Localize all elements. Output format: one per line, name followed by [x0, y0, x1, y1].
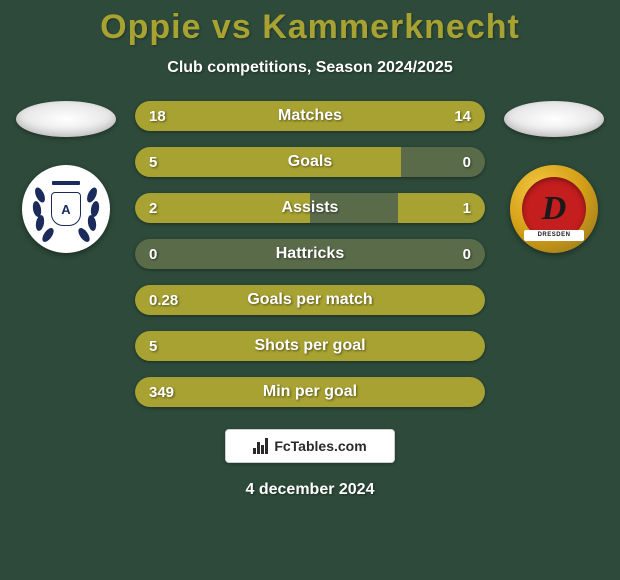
stats-bars: 18Matches145Goals02Assists10Hattricks00.…: [135, 101, 485, 407]
comparison-card: Oppie vs Kammerknecht Club competitions,…: [0, 0, 620, 580]
stat-label: Shots per goal: [135, 337, 485, 355]
stat-bar: 2Assists1: [135, 193, 485, 223]
player-avatar-left: [16, 101, 116, 137]
bars-icon: [253, 438, 268, 454]
stat-bar: 0Hattricks0: [135, 239, 485, 269]
right-player-column: D DRESDEN: [499, 101, 609, 253]
stat-bar: 0.28Goals per match: [135, 285, 485, 315]
stat-value-right: 1: [463, 200, 471, 217]
left-player-column: A: [11, 101, 121, 253]
footer-brand-badge[interactable]: FcTables.com: [225, 429, 395, 463]
stat-bar: 349Min per goal: [135, 377, 485, 407]
stat-label: Matches: [135, 107, 485, 125]
date-label: 4 december 2024: [246, 481, 375, 499]
stat-label: Goals: [135, 153, 485, 171]
stat-label: Assists: [135, 199, 485, 217]
club-badge-right: D DRESDEN: [510, 165, 598, 253]
stat-bar: 5Goals0: [135, 147, 485, 177]
stat-bar: 5Shots per goal: [135, 331, 485, 361]
shield-letter: A: [61, 202, 70, 217]
stat-value-right: 0: [463, 154, 471, 171]
footer-brand-text: FcTables.com: [274, 438, 366, 454]
stat-bar: 18Matches14: [135, 101, 485, 131]
page-title: Oppie vs Kammerknecht: [100, 8, 520, 47]
stat-value-right: 0: [463, 246, 471, 263]
player-avatar-right: [504, 101, 604, 137]
main-row: A 18Matches145Goals02Assists10Hattricks0…: [0, 101, 620, 407]
stat-label: Min per goal: [135, 383, 485, 401]
badge-banner: DRESDEN: [524, 230, 584, 241]
shield-icon: A: [51, 192, 81, 226]
badge-letter-d: D: [542, 190, 567, 228]
stat-value-right: 14: [454, 108, 471, 125]
subtitle: Club competitions, Season 2024/2025: [167, 59, 452, 77]
stat-label: Hattricks: [135, 245, 485, 263]
club-badge-left: A: [22, 165, 110, 253]
stat-label: Goals per match: [135, 291, 485, 309]
